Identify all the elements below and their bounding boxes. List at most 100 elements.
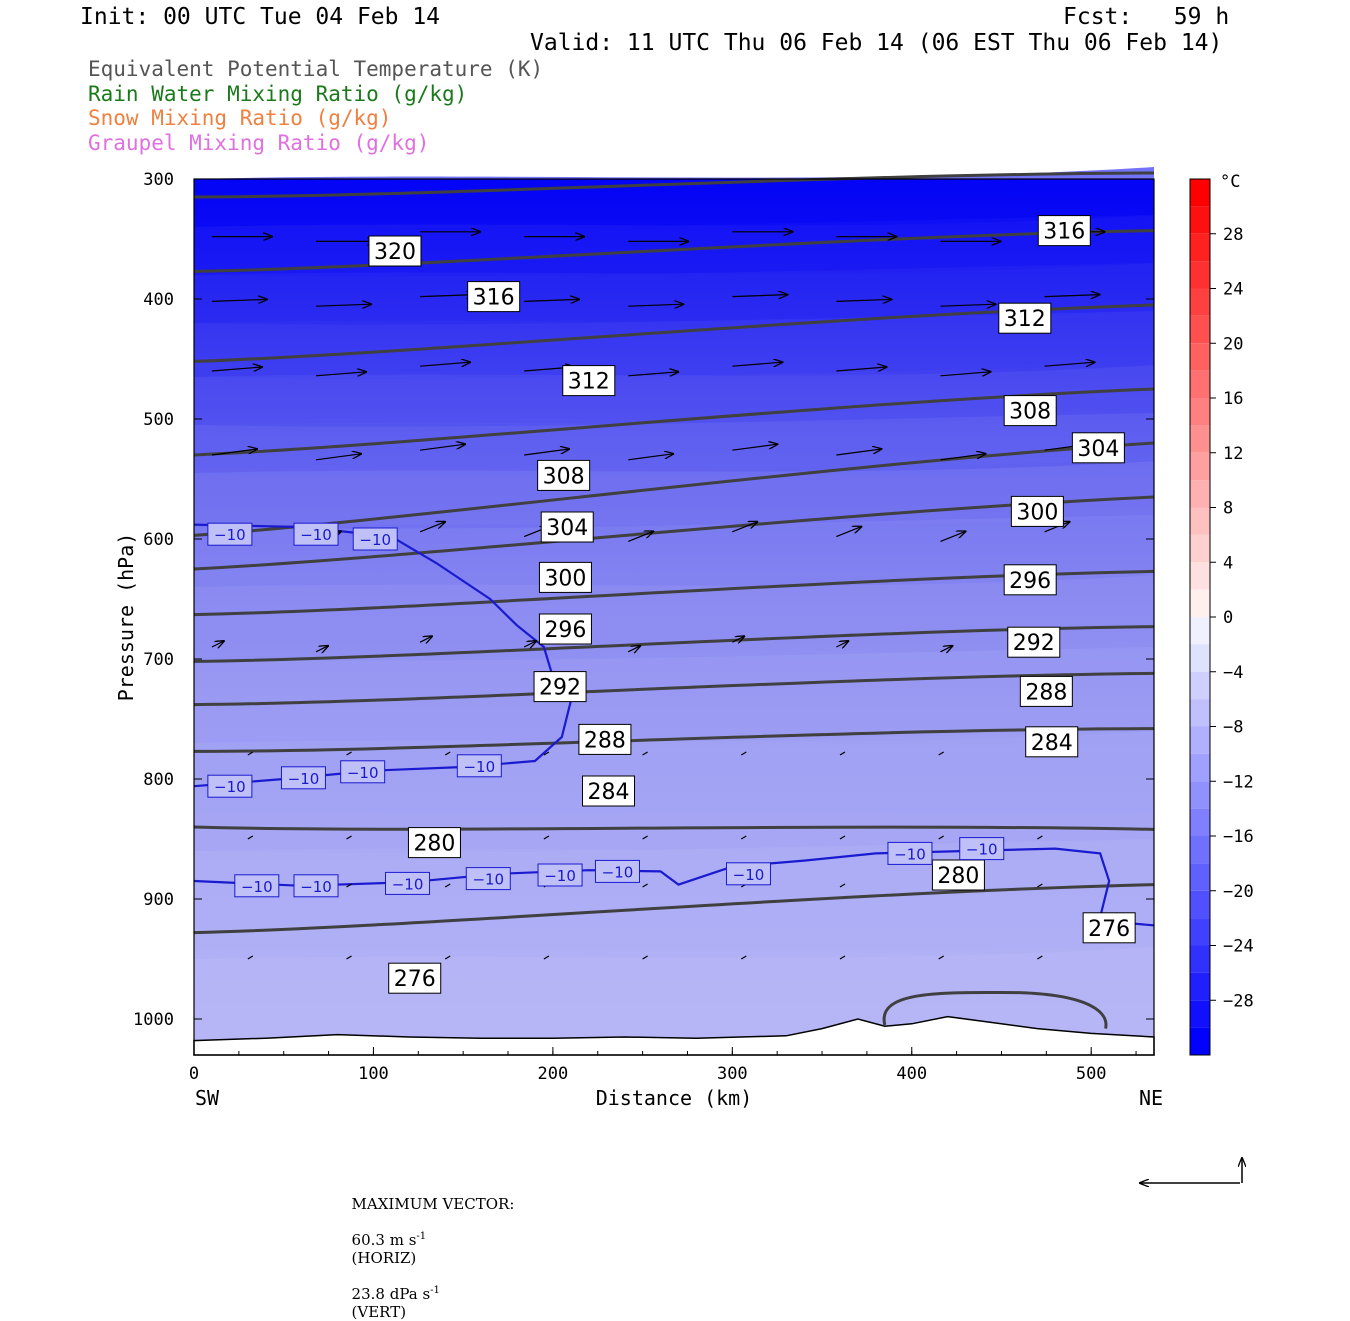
wind-vector	[420, 295, 475, 297]
colorbar-segment	[1190, 863, 1210, 891]
theta-e-label-box	[407, 827, 461, 859]
wind-vector-small	[444, 883, 451, 888]
colorbar-segment	[1190, 589, 1210, 617]
theta-e-label-box	[1082, 912, 1136, 944]
theta-e-label-box	[533, 671, 587, 703]
colorbar-segment	[1190, 644, 1210, 672]
theta-e-contour-300	[193, 495, 1155, 571]
isotherm-label-box	[293, 522, 339, 546]
x-axis-label: Distance (km)	[596, 1086, 753, 1110]
shade-band	[194, 647, 1154, 745]
wind-vector-small	[642, 955, 648, 960]
isotherm-label-box	[537, 863, 583, 887]
colorbar-segment	[1190, 179, 1210, 207]
isotherm-label: −10	[472, 871, 504, 889]
theta-e-label-box	[1037, 215, 1091, 247]
colorbar-segment	[1190, 343, 1210, 371]
colorbar-tick-label: 12	[1223, 444, 1243, 464]
theta-e-label: 288	[1025, 680, 1067, 705]
isotherm-label: −10	[347, 764, 379, 782]
wind-vector	[940, 531, 965, 542]
theta-e-label-box	[1003, 395, 1057, 427]
wind-vector	[315, 372, 366, 376]
theta-e-label-box	[562, 365, 616, 397]
theta-e-label: 300	[544, 566, 586, 591]
isotherm-label-box	[340, 760, 386, 784]
wind-vector	[940, 646, 952, 652]
shade-band	[194, 839, 1154, 961]
wind-vector	[628, 372, 678, 376]
theta-e-label: 280	[413, 832, 455, 857]
theta-e-label: 284	[1031, 731, 1073, 756]
theta-e-label-box	[467, 281, 521, 313]
colorbar-segment	[1190, 972, 1210, 1001]
wind-vector-small	[938, 751, 944, 756]
theta-e-label: 312	[568, 370, 610, 395]
colorbar-segment	[1190, 1027, 1210, 1055]
wind-vector	[211, 449, 257, 456]
footer-max-vector: MAXIMUM VECTOR: 60.3 m s-1 (HORIZ) 23.8 …	[342, 1177, 515, 1321]
colorbar-tick-label: −4	[1223, 663, 1243, 683]
y-tick-label: 600	[143, 530, 174, 550]
forecast-hour: Fcst: 59 h	[1063, 4, 1230, 30]
colorbar-tick-label: −16	[1223, 827, 1254, 847]
isotherm-label-box	[385, 871, 431, 895]
colorbar-segment	[1190, 945, 1210, 973]
isotherm-label: −10	[602, 863, 634, 881]
colorbar-segment	[1190, 534, 1210, 563]
wind-vector-small	[740, 835, 747, 840]
isotherm-label: −10	[300, 526, 332, 544]
wind-vector-small	[642, 835, 648, 840]
wind-vector-small	[839, 955, 846, 960]
theta-e-label-box	[1071, 432, 1125, 464]
legend-snow: Snow Mixing Ratio (g/kg)	[88, 106, 392, 130]
wind-vector	[420, 362, 470, 366]
wind-vector	[524, 449, 569, 456]
isotherm-label: −10	[894, 845, 926, 863]
init-time: Init: 00 UTC Tue 04 Feb 14	[80, 4, 441, 30]
colorbar-segment	[1190, 315, 1210, 344]
colorbar-tick-label: 4	[1223, 553, 1233, 573]
isotherm-label-box	[207, 774, 253, 798]
theta-e-contour-280	[193, 825, 1155, 831]
isotherm-label-box	[352, 527, 398, 551]
wind-vector	[1044, 295, 1100, 297]
colorbar-tick-label: 24	[1223, 280, 1243, 300]
colorbar-segment	[1190, 918, 1210, 946]
horiz-exponent: -1	[416, 1231, 427, 1242]
wind-vector-small	[543, 835, 550, 840]
x-left-label: SW	[195, 1086, 220, 1110]
colorbar-tick-label: 16	[1223, 389, 1243, 409]
y-tick-label: 500	[143, 410, 174, 430]
y-tick-label: 900	[143, 890, 174, 910]
colorbar-segment	[1190, 480, 1210, 508]
theta-e-label: 300	[1016, 500, 1058, 525]
shade-band	[194, 263, 1154, 323]
wind-vector-small	[839, 751, 846, 756]
isotherm-label: −10	[300, 878, 332, 896]
theta-e-label-box	[1010, 495, 1064, 527]
wind-vector	[211, 299, 267, 301]
x-tick-label: 0	[189, 1064, 199, 1084]
wind-vector	[628, 531, 653, 542]
wind-vector	[836, 367, 886, 371]
wind-vector-small	[346, 955, 352, 960]
plot-frame	[193, 178, 1155, 1056]
legend-theta-e: Equivalent Potential Temperature (K)	[88, 57, 544, 81]
y-tick-label: 800	[143, 770, 174, 790]
wind-vector-small	[247, 751, 254, 756]
colorbar-segment	[1190, 562, 1210, 590]
theta-e-contour-276	[193, 883, 1155, 935]
theta-e-label: 284	[588, 780, 630, 805]
x-right-label: NE	[1139, 1086, 1163, 1110]
y-tick-label: 300	[143, 170, 174, 190]
theta-e-label: 312	[1004, 307, 1046, 332]
valid-time: Valid: 11 UTC Thu 06 Feb 14 (06 EST Thu …	[530, 30, 1223, 56]
wind-vector-small	[839, 835, 846, 840]
shade-band	[194, 731, 1154, 851]
wind-vector-small	[938, 955, 944, 960]
wind-vector-small	[740, 955, 747, 960]
wind-vector	[732, 636, 744, 642]
colorbar-tick-label: 20	[1223, 334, 1243, 354]
x-tick-label: 300	[717, 1064, 748, 1084]
